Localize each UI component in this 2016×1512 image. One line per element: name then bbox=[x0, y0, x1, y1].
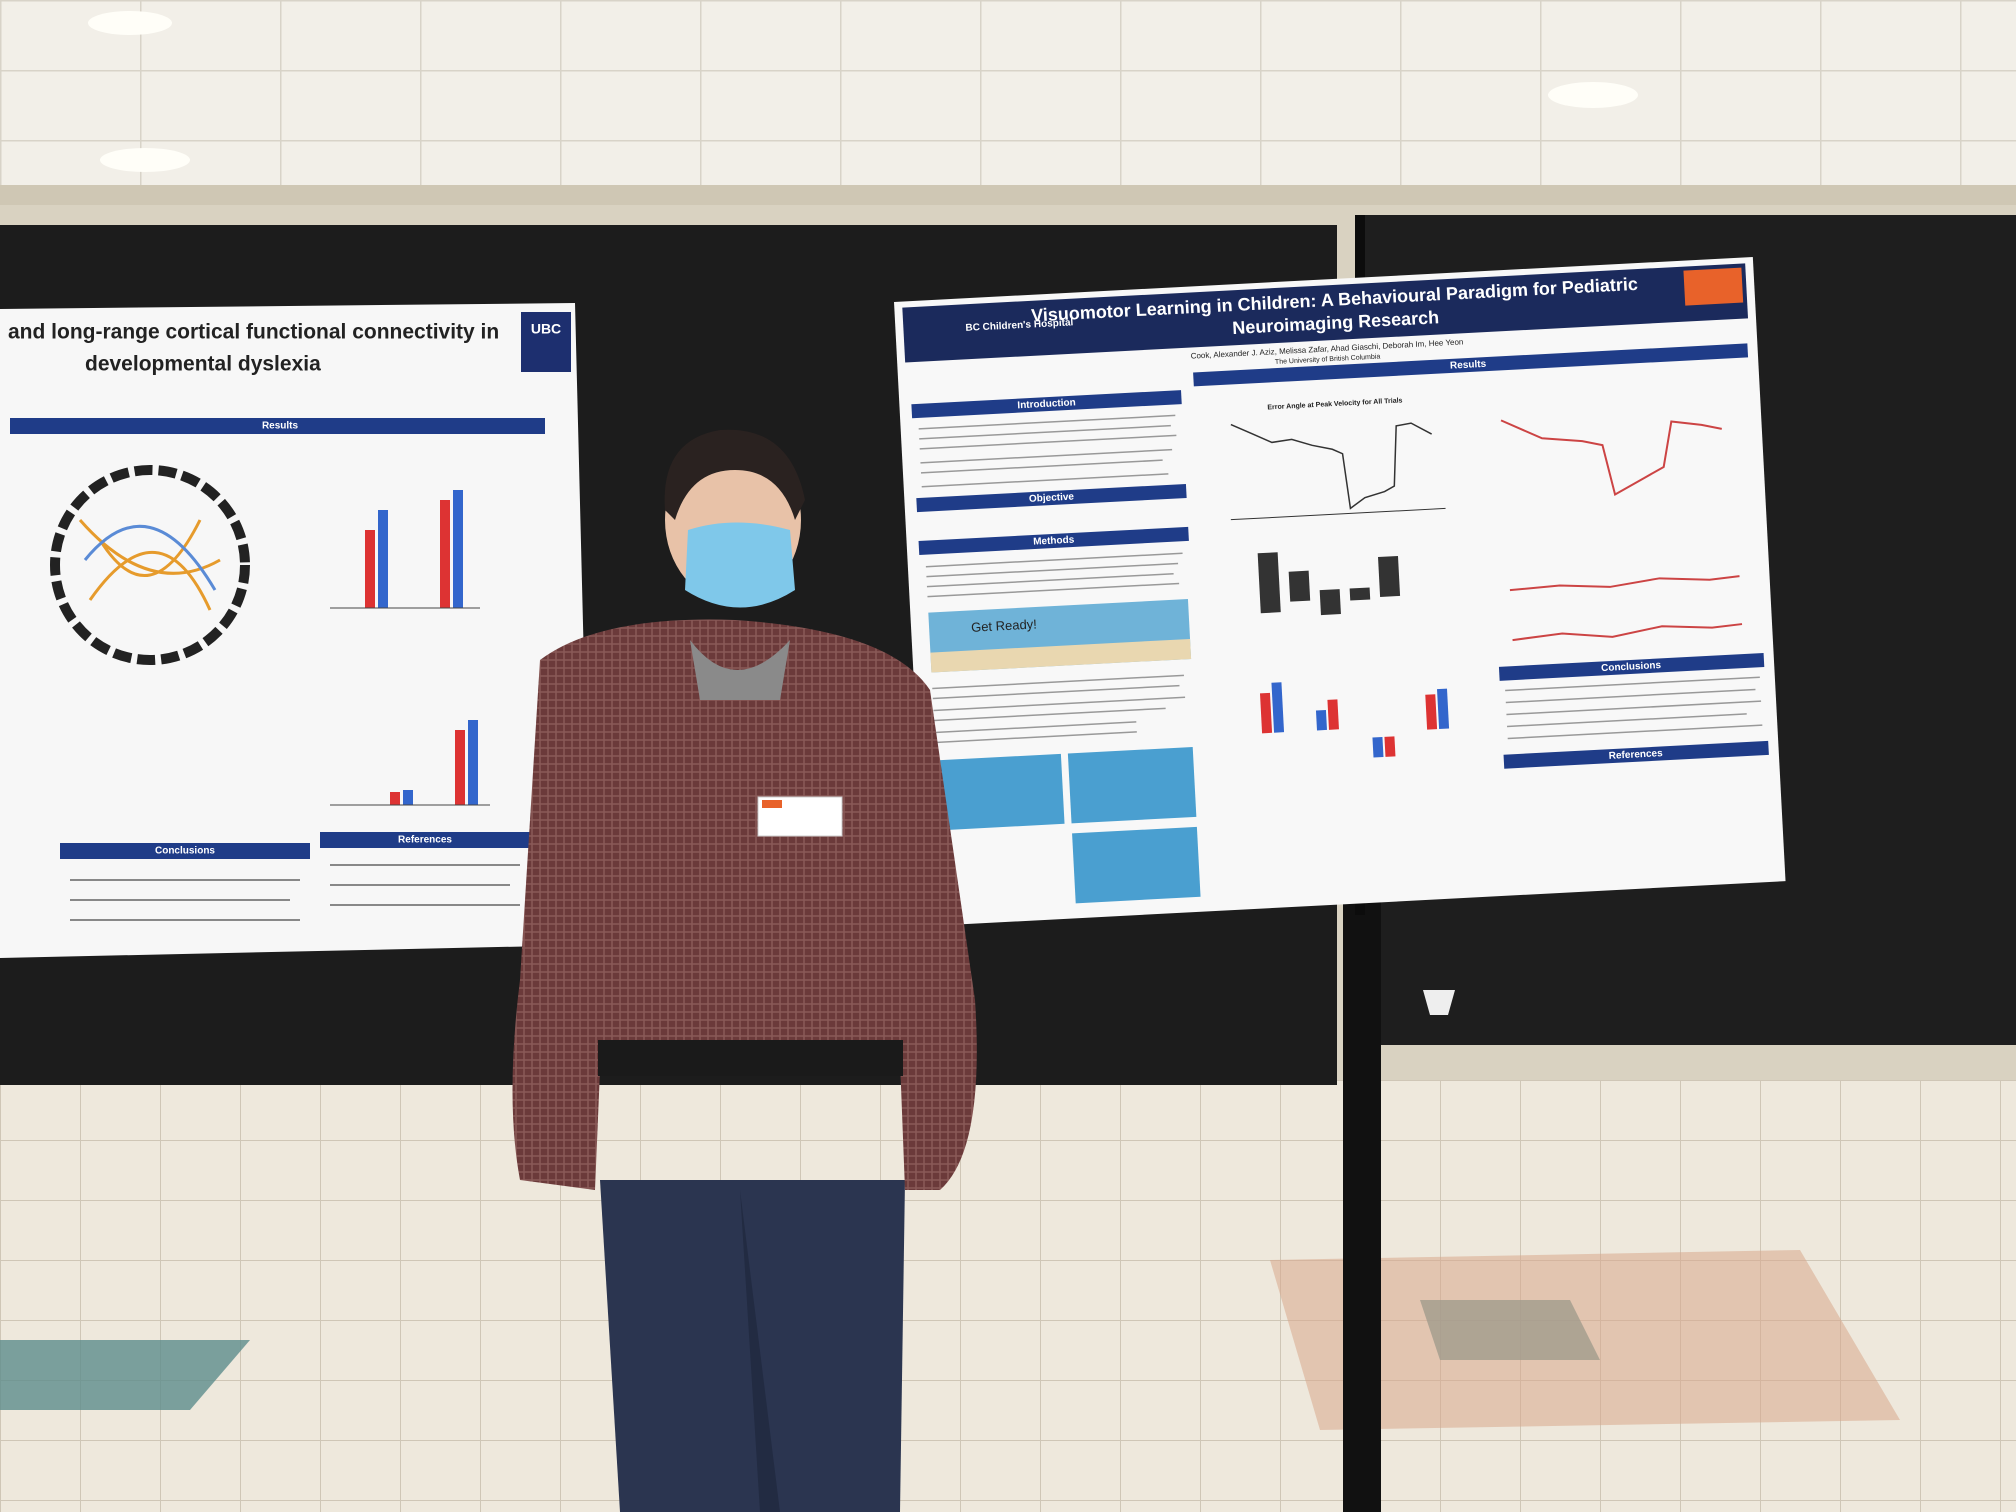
section-header: Conclusions bbox=[155, 846, 215, 857]
ceiling-light bbox=[1548, 82, 1638, 108]
panel-text: Get Ready! bbox=[971, 616, 1037, 634]
section-header: Objective bbox=[1029, 491, 1075, 504]
section-header: Results bbox=[262, 421, 299, 432]
right-poster: Visuomotor Learning in Children: A Behav… bbox=[894, 256, 1786, 927]
ceiling bbox=[0, 0, 2016, 200]
left-poster: and long-range cortical functional conne… bbox=[0, 303, 591, 958]
poster-title: and long-range cortical functional conne… bbox=[8, 321, 499, 344]
ceiling-light bbox=[88, 11, 172, 35]
floor-tile bbox=[1270, 1250, 1900, 1430]
logo: UBC bbox=[531, 321, 561, 337]
section-header: Introduction bbox=[1017, 397, 1076, 411]
section-header: Results bbox=[1450, 359, 1487, 372]
floor-tile bbox=[0, 1340, 250, 1410]
poster-title: developmental dyslexia bbox=[85, 353, 321, 376]
cup bbox=[1423, 990, 1455, 1015]
person bbox=[512, 429, 977, 1512]
section-header: Methods bbox=[1033, 535, 1075, 548]
section-header: References bbox=[1609, 748, 1664, 762]
beam bbox=[0, 185, 2016, 205]
section-header: References bbox=[398, 835, 452, 846]
easel-pole bbox=[1343, 900, 1381, 1512]
ceiling-light bbox=[100, 148, 190, 172]
section-header: Conclusions bbox=[1601, 660, 1662, 674]
